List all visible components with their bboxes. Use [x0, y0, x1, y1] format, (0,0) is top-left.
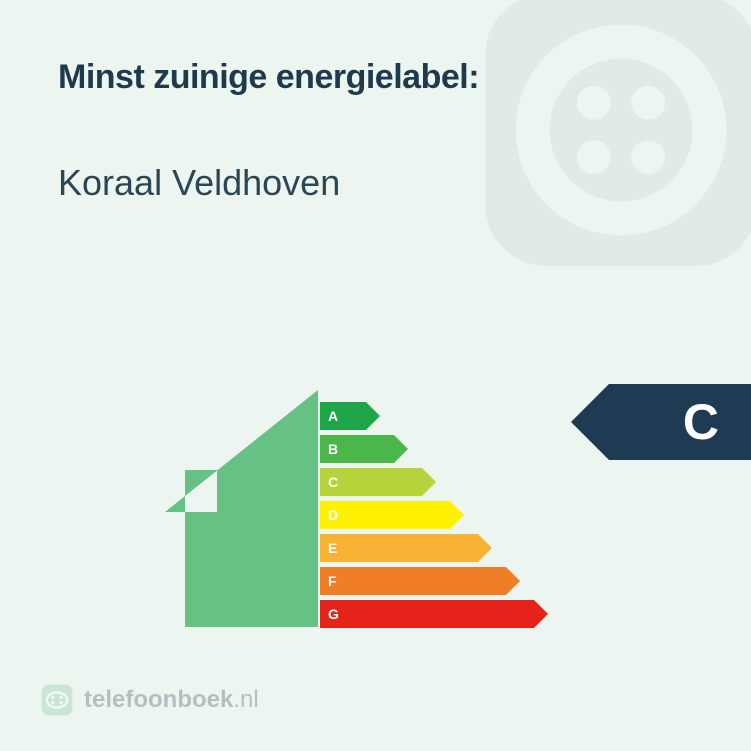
energy-bar-arrow-icon [320, 567, 520, 595]
footer-brand-light: .nl [233, 686, 258, 713]
result-letter: C [683, 384, 719, 460]
page-title: Minst zuinige energielabel: [58, 58, 479, 97]
footer-branding: telefoonboek.nl [40, 683, 259, 717]
phonebook-logo-icon [40, 683, 74, 717]
footer-brand-bold: telefoonboek [84, 686, 233, 713]
energy-bar-label: E [328, 534, 337, 562]
watermark-icon [451, 0, 751, 300]
energy-bar-label: F [328, 567, 337, 595]
result-badge [571, 384, 751, 460]
energy-bar-label: G [328, 600, 339, 628]
energy-bar-label: B [328, 435, 338, 463]
energy-label-chart: ABCDEFG [165, 390, 585, 630]
energy-bar-label: C [328, 468, 338, 496]
subject-name: Koraal Veldhoven [58, 162, 340, 204]
house-icon [165, 390, 320, 634]
energy-bar-arrow-icon [320, 600, 548, 628]
energy-bar-arrow-icon [320, 501, 464, 529]
energy-bar-label: D [328, 501, 338, 529]
energy-bar-arrow-icon [320, 534, 492, 562]
footer-brand-text: telefoonboek.nl [84, 686, 259, 714]
energy-bar-label: A [328, 402, 338, 430]
